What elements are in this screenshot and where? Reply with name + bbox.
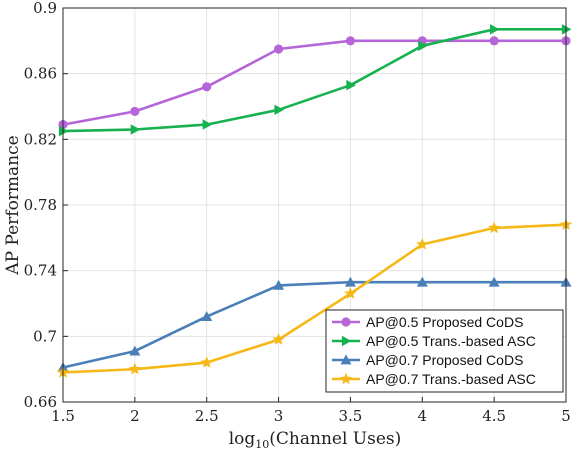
data-point [345, 36, 356, 46]
series-line [62, 280, 566, 369]
data-point [273, 279, 285, 290]
data-point [416, 237, 429, 250]
data-point [201, 311, 213, 321]
data-point [130, 106, 140, 117]
x-axis-label-log: log [229, 429, 256, 449]
y-tick-label: 0.78 [24, 196, 57, 214]
x-tick-label: 4.5 [482, 407, 506, 425]
data-point [488, 276, 500, 287]
series-layer [56, 24, 573, 378]
x-axis-label: log10(Channel Uses) [229, 429, 402, 451]
data-point [344, 287, 357, 299]
y-tick-label: 0.74 [24, 262, 57, 280]
legend-marker [341, 335, 352, 347]
y-tick-label: 0.66 [24, 393, 57, 411]
data-point [274, 104, 285, 115]
y-tick-label: 0.7 [33, 327, 57, 345]
data-point [272, 333, 285, 345]
legend: AP@0.5 Proposed CoDS AP@0.5 Trans.-based … [325, 309, 564, 393]
series-line [62, 223, 567, 374]
x-tick-label: 4 [418, 407, 428, 425]
data-point [418, 40, 428, 51]
legend-marker [340, 354, 352, 365]
data-point [490, 24, 500, 35]
data-point [489, 36, 499, 46]
data-point [200, 356, 213, 368]
series-2 [58, 24, 572, 137]
x-tick-label: 3.5 [338, 407, 362, 425]
y-tick-label: 0.9 [33, 0, 57, 17]
data-point [202, 82, 212, 92]
x-tick-label: 5 [561, 407, 571, 425]
x-axis-label-rest: (Channel Uses) [269, 429, 401, 449]
data-point [58, 125, 69, 137]
data-point [416, 276, 428, 287]
x-tick-label: 2.5 [195, 407, 219, 425]
x-tick-label: 2 [130, 407, 140, 425]
data-point [129, 345, 141, 356]
y-tick-label: 0.82 [24, 130, 57, 148]
data-point [561, 24, 572, 35]
data-point [273, 44, 284, 54]
legend-label: AP@0.7 Proposed CoDS [366, 352, 523, 368]
x-axis-label-subscript: 10 [255, 438, 269, 451]
legend-entry: AP@0.7 Trans.-based ASC [332, 371, 536, 387]
series-line [62, 28, 566, 133]
data-point [346, 79, 356, 91]
data-point [130, 124, 141, 135]
series-1 [58, 36, 571, 130]
legend-entry: AP@0.5 Proposed CoDS [332, 314, 523, 330]
legend-label: AP@0.5 Trans.-based ASC [366, 333, 536, 349]
x-tick-label: 1.5 [51, 407, 75, 425]
data-point [488, 221, 501, 234]
series-line [62, 39, 566, 126]
legend-entry: AP@0.7 Proposed CoDS [332, 352, 523, 368]
x-tick-label: 3 [274, 407, 284, 425]
legend-entry: AP@0.5 Trans.-based ASC [332, 333, 536, 349]
data-point [344, 276, 356, 287]
legend-marker [341, 317, 351, 327]
legend-marker [339, 372, 353, 385]
legend-box [325, 309, 564, 393]
legend-label: AP@0.7 Trans.-based ASC [366, 371, 536, 387]
tick-labels: 1.5 2 2.5 3 3.5 4 4.5 5 0.66 0.7 0.74 0.78 0.82 0.86 0… [24, 0, 571, 425]
data-point [202, 119, 213, 130]
y-tick-label: 0.86 [24, 65, 57, 83]
y-axis-label: AP Performance [3, 135, 23, 275]
legend-label: AP@0.5 Proposed CoDS [366, 314, 523, 330]
data-point [128, 362, 141, 375]
